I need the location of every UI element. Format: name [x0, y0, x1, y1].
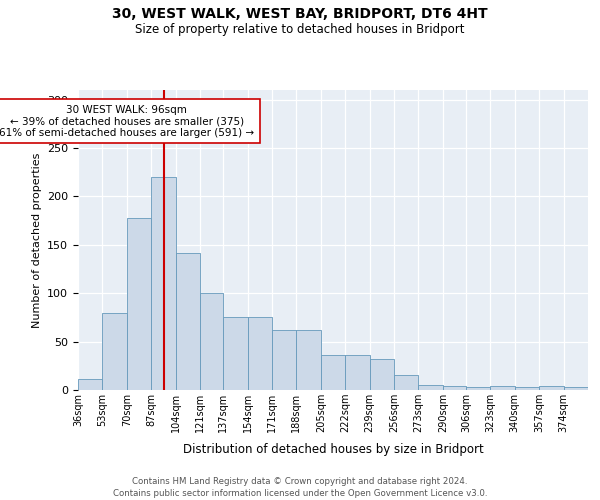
Bar	[176, 252, 200, 390]
Text: Size of property relative to detached houses in Bridport: Size of property relative to detached ho…	[135, 22, 465, 36]
Text: Distribution of detached houses by size in Bridport: Distribution of detached houses by size …	[182, 442, 484, 456]
Bar	[321, 355, 345, 390]
Y-axis label: Number of detached properties: Number of detached properties	[32, 152, 41, 328]
Bar	[78, 380, 103, 390]
Bar	[248, 318, 272, 390]
Bar	[151, 177, 176, 390]
Bar	[418, 385, 443, 390]
Bar	[394, 376, 418, 390]
Text: 30, WEST WALK, WEST BAY, BRIDPORT, DT6 4HT: 30, WEST WALK, WEST BAY, BRIDPORT, DT6 4…	[112, 8, 488, 22]
Bar	[515, 387, 539, 390]
Bar	[272, 330, 296, 390]
Text: Contains public sector information licensed under the Open Government Licence v3: Contains public sector information licen…	[113, 489, 487, 498]
Bar	[127, 218, 151, 390]
Text: Contains HM Land Registry data © Crown copyright and database right 2024.: Contains HM Land Registry data © Crown c…	[132, 478, 468, 486]
Bar	[490, 386, 515, 390]
Bar	[296, 330, 321, 390]
Bar	[370, 359, 394, 390]
Bar	[200, 293, 223, 390]
Bar	[223, 318, 248, 390]
Bar	[563, 387, 588, 390]
Text: 30 WEST WALK: 96sqm
← 39% of detached houses are smaller (375)
61% of semi-detac: 30 WEST WALK: 96sqm ← 39% of detached ho…	[0, 104, 254, 138]
Bar	[345, 355, 370, 390]
Bar	[443, 386, 466, 390]
Bar	[539, 386, 563, 390]
Bar	[103, 312, 127, 390]
Bar	[466, 387, 490, 390]
